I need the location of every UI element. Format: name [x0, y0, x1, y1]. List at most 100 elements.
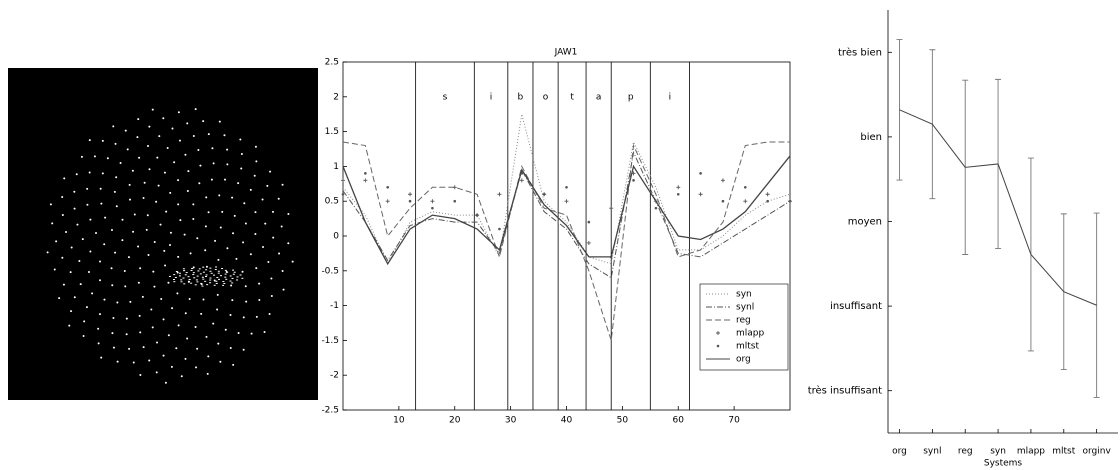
marker-dot	[147, 253, 150, 256]
mouth-marker	[224, 276, 227, 278]
y-tick-label: 1.5	[325, 127, 339, 137]
mouth-marker	[173, 274, 176, 276]
y-tick-label: -1	[330, 301, 339, 311]
marker-dot	[196, 237, 199, 240]
mouth-marker	[209, 279, 212, 281]
dot-marker	[744, 185, 747, 189]
mouth-marker	[210, 272, 213, 274]
marker-dot	[189, 252, 192, 255]
marker-dot	[70, 310, 73, 313]
marker-dot	[110, 229, 113, 232]
marker-dot	[143, 181, 146, 184]
marker-dot	[271, 210, 274, 213]
marker-dot	[73, 296, 76, 299]
marker-dot	[230, 284, 233, 287]
marker-dot	[51, 222, 54, 225]
errorbar-chart: très insuffisant insuffisant moyen bien très…	[808, 39, 1111, 457]
mouth-marker	[214, 269, 217, 271]
mouth-marker	[182, 268, 185, 270]
marker-dot	[261, 198, 264, 201]
x-tick-label: 60	[673, 416, 685, 426]
marker-dot	[141, 295, 144, 298]
marker-dot	[138, 314, 141, 317]
series-line	[342, 150, 791, 279]
marker-dot	[78, 259, 81, 262]
marker-dot	[123, 270, 126, 273]
marker-dot	[156, 156, 159, 159]
marker-dot	[162, 354, 165, 357]
marker-dot	[112, 346, 115, 349]
marker-dot	[148, 359, 151, 362]
marker-dot	[223, 134, 226, 137]
marker-dot	[163, 249, 166, 252]
dot-marker	[475, 213, 479, 217]
y-tick-label: 2.5	[325, 58, 339, 68]
marker-dot	[255, 267, 258, 270]
marker-dot	[55, 240, 58, 243]
marker-dot	[115, 176, 118, 179]
mouth-marker	[217, 278, 220, 280]
x-tick-label: mlapp	[1017, 447, 1045, 457]
marker-dot	[166, 146, 169, 149]
marker-dot	[116, 360, 119, 363]
marker-dot	[232, 232, 235, 235]
mouth-marker	[196, 281, 199, 283]
marker-dot	[277, 197, 280, 200]
marker-dot	[121, 239, 124, 242]
dot-marker	[788, 199, 792, 203]
marker-dot	[268, 312, 271, 315]
y-tick-label: -2.5	[321, 406, 339, 416]
marker-dot	[218, 120, 221, 123]
mouth-marker	[192, 272, 195, 274]
x-tick-label: orginv	[1082, 447, 1111, 457]
marker-dot	[278, 252, 281, 255]
mean-line	[899, 109, 1097, 306]
mouth-marker	[199, 273, 202, 275]
marker-dot	[200, 312, 203, 315]
y-tick-label: 2	[333, 92, 339, 102]
marker-dot	[159, 223, 162, 226]
marker-dot	[226, 148, 229, 151]
mouth-marker	[215, 266, 218, 268]
marker-dot	[177, 111, 180, 114]
plus-marker	[698, 192, 703, 197]
segment-label: s	[443, 93, 448, 103]
marker-dot	[147, 145, 150, 148]
marker-dot	[263, 330, 266, 333]
mouth-marker	[183, 283, 186, 285]
marker-dot	[242, 316, 245, 319]
marker-dot	[245, 300, 248, 303]
marker-dot	[202, 298, 205, 301]
marker-dot	[116, 301, 119, 304]
mouth-marker	[202, 278, 205, 280]
marker-dot	[128, 183, 131, 186]
marker-dot	[162, 318, 165, 321]
marker-dot	[142, 346, 145, 349]
marker-dot	[171, 307, 174, 310]
marker-dot	[241, 270, 244, 273]
x-tick-label: 20	[449, 416, 461, 426]
x-tick-label: 50	[617, 416, 629, 426]
marker-dot	[186, 122, 189, 125]
marker-dot	[226, 247, 229, 250]
marker-dot	[282, 288, 285, 291]
mouth-marker	[209, 282, 212, 284]
mouth-marker	[175, 271, 178, 273]
marker-dot	[196, 347, 199, 350]
mouth-marker	[205, 269, 208, 271]
marker-dot	[125, 317, 128, 320]
marker-dot	[46, 251, 49, 254]
dot-marker	[408, 199, 412, 203]
mouth-marker	[184, 274, 187, 276]
mouth-marker	[224, 269, 227, 271]
marker-dot	[186, 189, 189, 192]
marker-dot	[169, 231, 172, 234]
series-line	[342, 155, 791, 266]
plus-marker	[586, 240, 591, 245]
dot-marker	[699, 172, 702, 175]
x-tick-label: 70	[728, 416, 740, 426]
marker-dot	[99, 260, 102, 263]
dot-marker	[498, 227, 501, 231]
mouth-marker	[209, 277, 212, 279]
marker-dot	[171, 127, 174, 130]
